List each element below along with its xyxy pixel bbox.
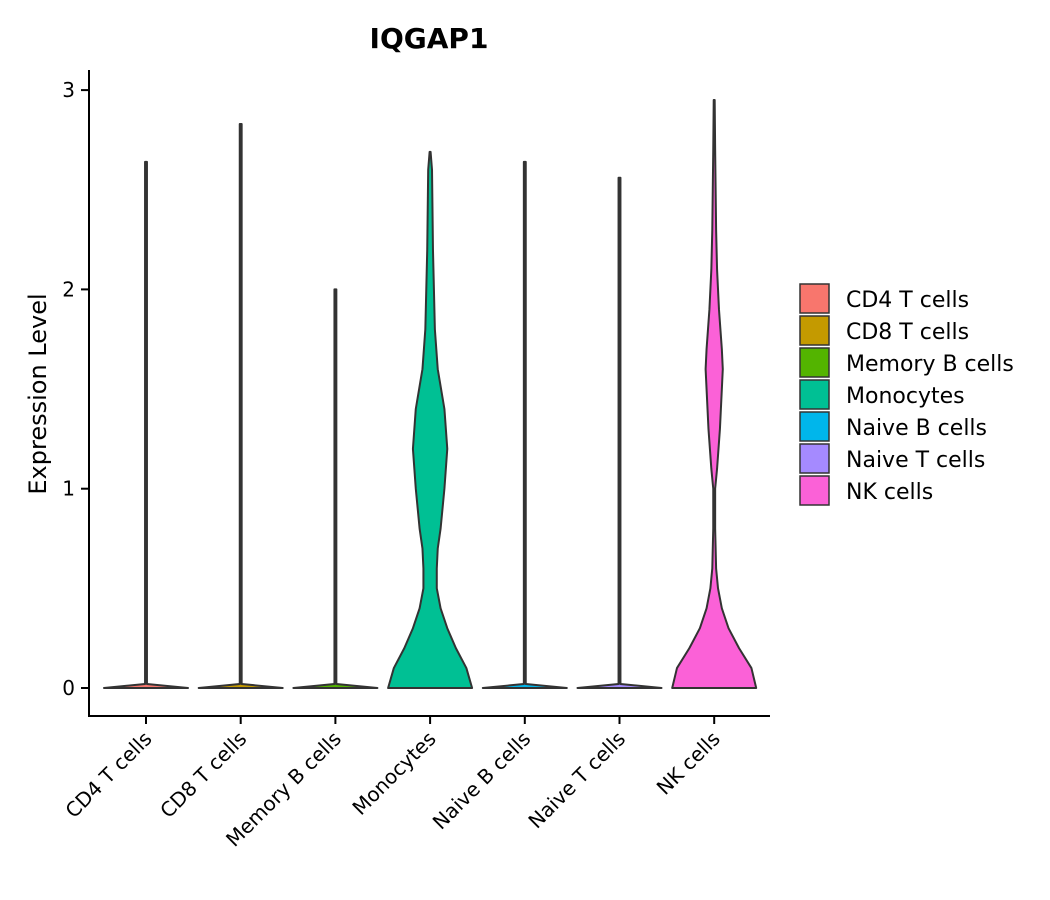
legend-swatch (799, 347, 830, 378)
violin-naive-b-cells (481, 160, 568, 689)
legend-swatch (799, 411, 830, 442)
legend-swatch (799, 475, 830, 506)
legend-swatch (799, 283, 830, 314)
y-axis-title: Expression Level (24, 293, 52, 494)
x-tick-label: NK cells (652, 727, 725, 800)
y-tick-label: 1 (62, 477, 75, 501)
legend: CD4 T cells CD8 T cells Memory B cells Mono… (799, 283, 1014, 506)
y-tick-label: 2 (62, 277, 75, 301)
legend-label: Monocytes (846, 384, 965, 409)
legend-swatch (799, 443, 830, 474)
legend-label: Naive T cells (846, 448, 985, 473)
violin-memory-b-cells (292, 288, 379, 689)
chart-title: IQGAP1 (370, 22, 489, 55)
violin-nk-cells (671, 99, 758, 689)
legend-label: NK cells (846, 480, 933, 505)
violin-cd8-t-cells (197, 122, 284, 689)
violin-group (103, 99, 758, 689)
violin-naive-t-cells (576, 176, 663, 689)
y-axis-ticks: 0 1 2 3 (62, 78, 89, 700)
violin-cd4-t-cells (103, 160, 189, 689)
legend-swatch (799, 379, 830, 410)
y-tick-label: 0 (62, 676, 75, 700)
legend-label: Naive B cells (846, 416, 987, 441)
x-tick-label: CD4 T cells (60, 727, 156, 823)
x-tick-label: CD8 T cells (155, 727, 251, 823)
x-tick-label: Naive B cells (428, 727, 536, 835)
legend-label: CD4 T cells (846, 288, 969, 313)
legend-swatch (799, 315, 830, 346)
legend-label: Memory B cells (846, 352, 1014, 377)
legend-label: CD8 T cells (846, 320, 969, 345)
x-tick-label: Naive T cells (523, 727, 630, 834)
y-tick-label: 3 (62, 78, 75, 102)
violin-monocytes (387, 150, 474, 689)
x-tick-label: Monocytes (347, 727, 440, 820)
